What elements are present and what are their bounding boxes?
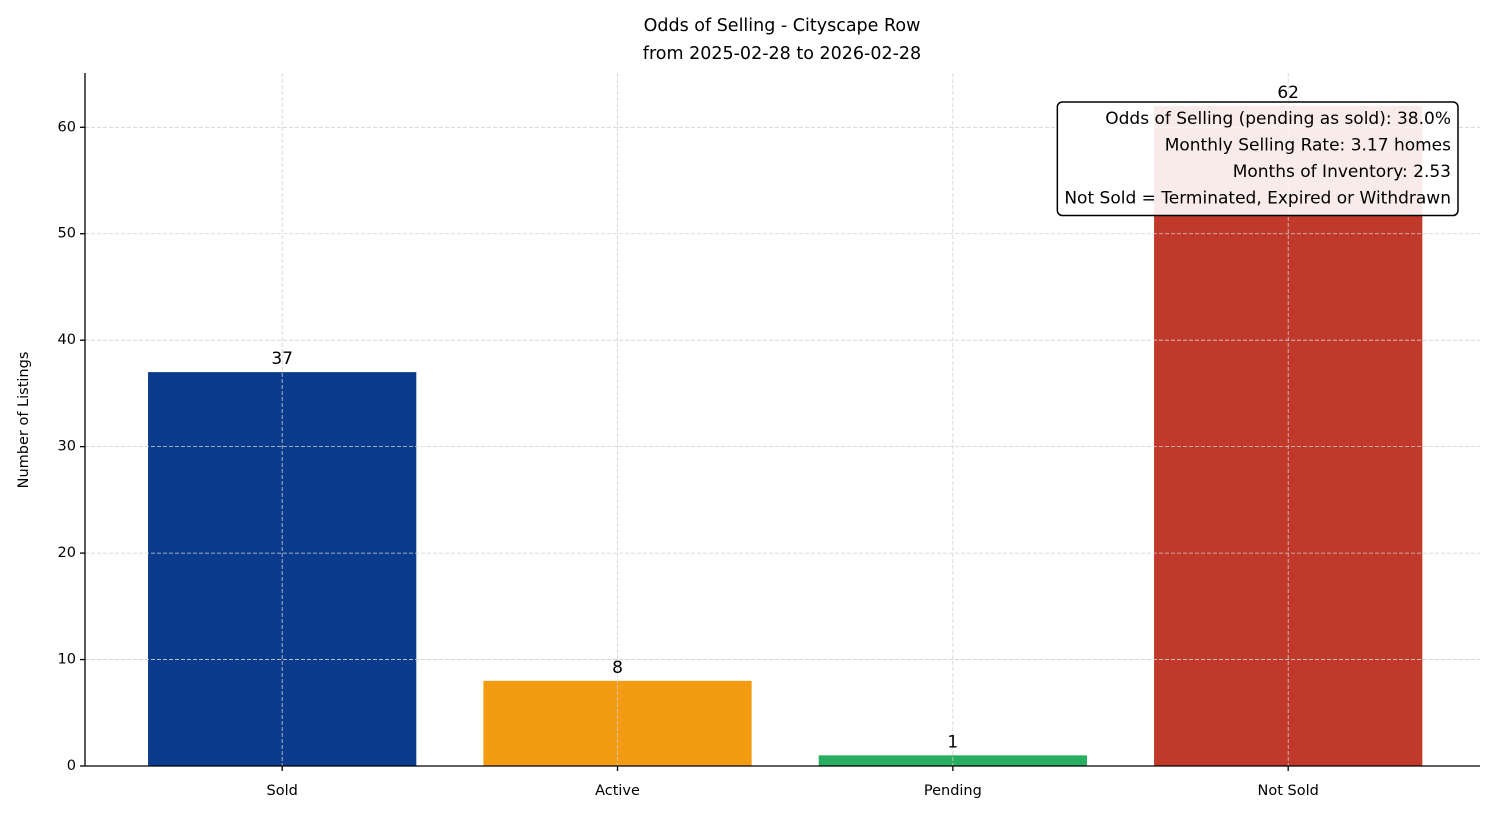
value-label: 37 — [271, 349, 293, 369]
value-label: 62 — [1277, 83, 1299, 103]
y-tick-label: 10 — [58, 652, 76, 668]
annotation-text: Months of Inventory: 2.53 — [1233, 162, 1451, 182]
annotation-text: Not Sold = Terminated, Expired or Withdr… — [1064, 189, 1451, 209]
y-tick-label: 0 — [67, 758, 76, 774]
y-tick-label: 30 — [58, 439, 76, 455]
y-axis-label: Number of Listings — [16, 352, 32, 489]
annotation-box — [1056, 101, 1459, 217]
value-label: 1 — [947, 732, 958, 752]
y-tick-label: 50 — [58, 226, 76, 242]
x-tick-label: Not Sold — [1258, 783, 1319, 799]
x-tick-label: Active — [595, 783, 640, 799]
annotation-text: Odds of Selling (pending as sold): 38.0% — [1105, 109, 1451, 129]
annotation-text: Monthly Selling Rate: 3.17 homes — [1165, 136, 1451, 156]
x-tick-label: Sold — [267, 783, 298, 799]
y-tick-label: 20 — [58, 545, 76, 561]
x-tick-label: Pending — [924, 783, 982, 799]
chart-subtitle: from 2025-02-28 to 2026-02-28 — [643, 44, 921, 64]
value-label: 8 — [612, 658, 623, 678]
y-tick-label: 60 — [58, 119, 76, 135]
chart-title: Odds of Selling - Cityscape Row — [644, 16, 921, 36]
y-tick-label: 40 — [58, 332, 76, 348]
